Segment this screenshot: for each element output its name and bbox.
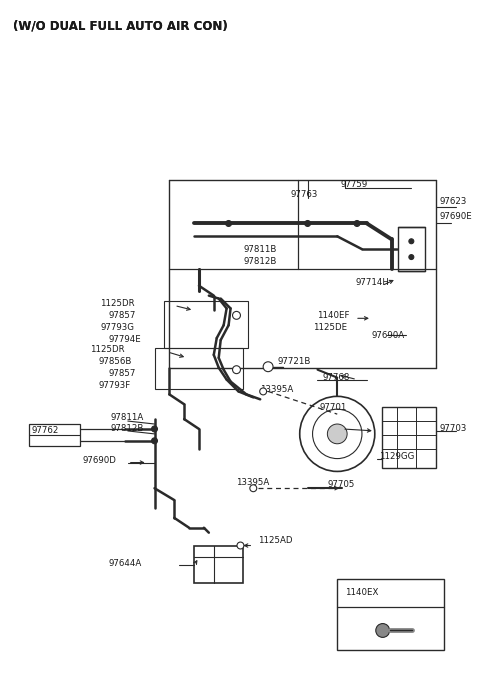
Circle shape	[232, 366, 240, 374]
Text: 97857: 97857	[108, 311, 135, 320]
Text: 1140EX: 1140EX	[345, 588, 379, 597]
Text: 97812B: 97812B	[243, 257, 277, 266]
Circle shape	[260, 388, 266, 395]
Text: 97768: 97768	[323, 373, 350, 382]
Text: 97703: 97703	[439, 424, 467, 433]
Circle shape	[250, 485, 257, 492]
Text: 97759: 97759	[340, 180, 368, 189]
Circle shape	[152, 438, 157, 444]
Text: 97701: 97701	[320, 402, 347, 411]
Circle shape	[305, 221, 311, 226]
Text: 97690A: 97690A	[372, 331, 405, 340]
Circle shape	[237, 542, 244, 549]
Text: 97811B: 97811B	[243, 245, 277, 254]
Text: 97857: 97857	[108, 369, 135, 378]
Text: 1125AD: 1125AD	[258, 536, 293, 545]
Text: 97763: 97763	[291, 191, 318, 200]
Circle shape	[226, 221, 231, 226]
Bar	[155, 348, 243, 389]
Text: 13395A: 13395A	[237, 477, 270, 487]
Text: 1125DE: 1125DE	[312, 323, 347, 332]
Text: 97762: 97762	[31, 427, 59, 436]
Circle shape	[409, 239, 414, 244]
Bar	[397, 228, 425, 271]
Circle shape	[152, 426, 157, 432]
Text: 97811A: 97811A	[110, 413, 144, 422]
Bar	[194, 546, 243, 583]
Text: 97705: 97705	[327, 480, 355, 488]
Text: 97721B: 97721B	[278, 357, 312, 366]
Text: 97690E: 97690E	[439, 212, 472, 221]
Text: (W/O DUAL FULL AUTO AIR CON): (W/O DUAL FULL AUTO AIR CON)	[13, 19, 228, 32]
Text: 97812B: 97812B	[110, 424, 144, 433]
Text: 1125DR: 1125DR	[90, 345, 125, 354]
Text: 97793F: 97793F	[98, 381, 131, 390]
Bar	[382, 407, 436, 469]
Text: 97644A: 97644A	[108, 559, 141, 568]
Text: (W/O DUAL FULL AUTO AIR CON): (W/O DUAL FULL AUTO AIR CON)	[13, 19, 228, 32]
Text: 1129GG: 1129GG	[379, 452, 414, 461]
Text: 1140EF: 1140EF	[317, 311, 350, 320]
Text: 97793G: 97793G	[100, 323, 134, 332]
Text: 97623: 97623	[439, 197, 467, 206]
Bar	[337, 579, 444, 650]
Text: 97856B: 97856B	[98, 357, 132, 366]
Bar	[29, 424, 81, 446]
Bar	[164, 301, 248, 348]
Circle shape	[263, 362, 273, 372]
Circle shape	[354, 221, 360, 226]
Text: 97794E: 97794E	[108, 334, 141, 343]
Circle shape	[376, 623, 390, 637]
Text: 1125DR: 1125DR	[100, 299, 135, 308]
Text: 97714H: 97714H	[355, 278, 389, 288]
Circle shape	[232, 312, 240, 319]
Text: 97690D: 97690D	[83, 456, 116, 465]
Circle shape	[327, 424, 347, 444]
Circle shape	[409, 255, 414, 259]
Text: 13395A: 13395A	[260, 385, 293, 394]
